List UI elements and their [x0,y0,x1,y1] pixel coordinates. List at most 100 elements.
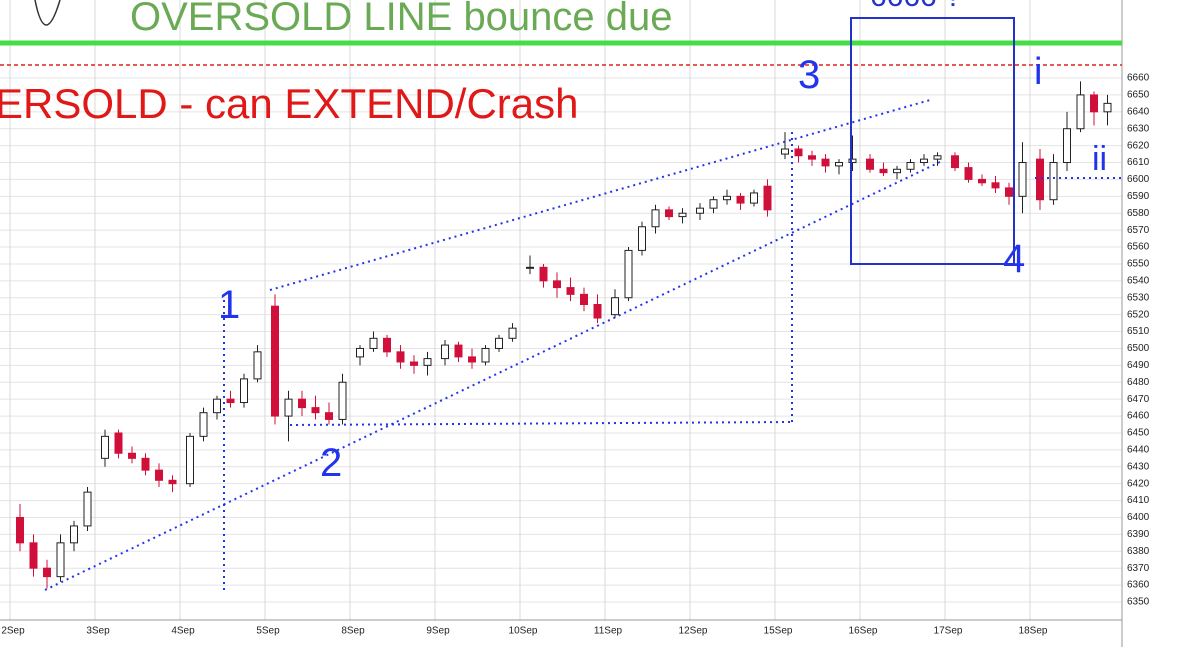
candle-body [1036,158,1044,201]
candle-body [311,407,320,414]
candle-body [454,344,463,358]
x-tick-label: 4Sep [171,626,195,637]
y-tick-label: 6640 [1127,106,1150,117]
y-tick-label: 6390 [1127,529,1150,540]
x-tick-label: 11Sep [594,626,623,637]
y-tick-label: 6490 [1127,360,1150,371]
candle-body [1005,187,1013,197]
y-tick-label: 6470 [1127,394,1150,405]
candle-body [951,155,959,169]
y-tick-label: 6350 [1127,597,1150,608]
y-tick-label: 6520 [1127,309,1150,320]
y-tick-label: 6410 [1127,495,1150,506]
candle-body [1090,94,1098,113]
candle-body [155,469,163,481]
candle-body [665,209,673,218]
note-green: OVERSOLD LINE bounce due [130,0,673,39]
wave-label: i [1034,51,1042,93]
candle-body [141,457,150,471]
candle-body [338,381,347,420]
candle-body [495,337,503,349]
y-tick-label: 6600 [1127,174,1150,185]
candle-body [835,162,843,167]
candle-body [794,148,803,157]
y-tick-label: 6620 [1127,140,1150,151]
candle-body [553,280,561,289]
y-tick-label: 6630 [1127,123,1150,134]
x-tick-label: 15Sep [764,626,793,637]
candle-body [593,304,602,319]
candle-body [866,158,874,170]
candle-body [638,226,646,251]
candle-body [978,178,986,184]
candle-body [709,199,718,209]
candle-body [1018,162,1027,197]
x-tick-label: 10Sep [509,626,538,637]
y-tick-label: 6580 [1127,208,1150,219]
candle-body [736,195,745,204]
candle-body [284,398,293,417]
x-tick-label: 18Sep [1019,626,1048,637]
candles [16,81,1112,589]
candle-body [821,158,830,167]
candle-body [750,192,758,204]
candle-body [611,297,619,316]
y-tick-label: 6550 [1127,259,1150,270]
candle-body [253,351,262,380]
candle-body [763,185,772,211]
note-target: 6666 ? [870,0,962,13]
annotations: OVERSOLD LINE bounce due ERSOLD - can EXT… [0,0,1107,485]
candle-body [423,358,432,366]
x-tick-label: 2Sep [1,626,25,637]
x-tick-label: 9Sep [426,626,450,637]
candle-body [678,212,687,218]
y-tick-label: 6500 [1127,343,1150,354]
candle-body [991,182,1000,189]
candle-body [29,542,38,569]
candle-body [325,412,333,420]
y-tick-label: 6510 [1127,326,1150,337]
candle-body [580,293,588,306]
curve [34,0,61,26]
y-tick-label: 6570 [1127,225,1150,236]
candle-body [808,155,816,160]
x-tick-label: 17Sep [934,626,963,637]
candle-body [396,351,405,363]
candle-body [114,432,123,454]
candle-body [964,167,973,180]
y-tick-label: 6370 [1127,563,1150,574]
candle-body [70,525,78,544]
candle-body [128,452,136,459]
candle-body [383,337,391,353]
candle-body [410,361,418,366]
candle-body [213,398,221,414]
candle-body [781,148,789,155]
y-tick-label: 6430 [1127,461,1150,472]
candle-body [920,158,928,164]
candle-body [539,266,548,282]
trend-line [269,99,931,291]
note-red: ERSOLD - can EXTEND/Crash [0,80,579,127]
candle-body [298,398,306,409]
candle-body [1103,102,1112,113]
candle-body [624,249,633,299]
candle-body [356,347,364,358]
candle-body [240,378,248,404]
y-tick-label: 6590 [1127,191,1150,202]
candle-body [101,435,109,459]
candle-body [83,491,92,527]
wave-label: 3 [798,53,820,97]
candle-body [508,327,517,339]
candle-body [56,542,65,578]
candle-body [186,435,194,485]
x-tick-label: 5Sep [256,626,280,637]
candle-body [199,412,208,437]
wave-label: 4 [1003,237,1025,281]
candle-body [16,516,24,544]
x-tick-label: 16Sep [849,626,878,637]
candle-body [369,337,378,349]
candle-body [933,155,942,160]
y-tick-label: 6380 [1127,546,1150,557]
